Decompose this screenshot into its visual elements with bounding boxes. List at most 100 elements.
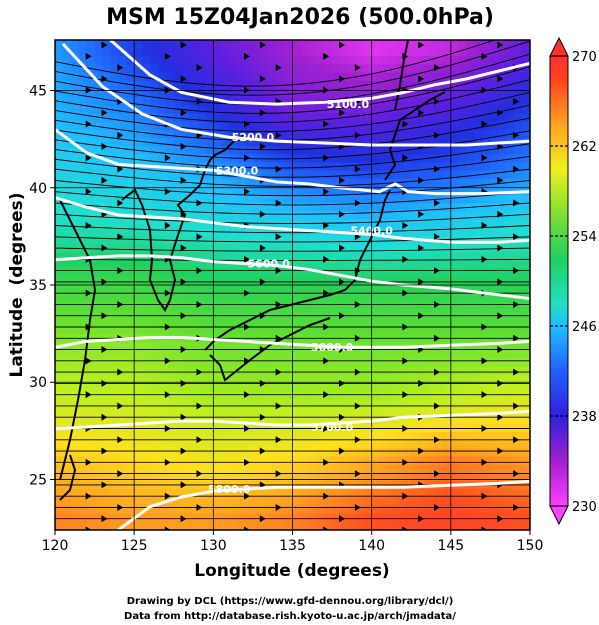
heatmap-cell: [490, 456, 499, 466]
heatmap-cell: [62, 236, 72, 245]
heatmap-cell: [165, 317, 175, 327]
heatmap-cell: [300, 456, 309, 466]
heatmap-cell: [419, 252, 428, 262]
coast-taiwan: [59, 454, 77, 501]
heatmap-cell: [252, 187, 262, 196]
heatmap-cell: [506, 301, 515, 311]
heatmap-cell: [110, 138, 119, 147]
heatmap-cell: [379, 72, 389, 82]
heatmap-cell: [245, 374, 254, 384]
heatmap-cell: [308, 301, 317, 311]
heatmap-cell: [150, 301, 159, 311]
heatmap-cell: [324, 448, 333, 458]
heatmap-cell: [157, 105, 167, 115]
height-contour-label: 5300.0: [216, 164, 259, 177]
heatmap-cell: [78, 309, 88, 319]
heatmap-cell: [205, 456, 214, 466]
heatmap-cell: [292, 129, 302, 139]
heatmap-cell: [229, 285, 238, 294]
heatmap-cell: [189, 170, 199, 180]
heatmap-cell: [522, 374, 530, 384]
heatmap-cell: [355, 432, 365, 441]
heatmap-cell: [522, 285, 530, 294]
heatmap-cell: [142, 342, 151, 351]
heatmap-cell: [347, 489, 357, 498]
heatmap-cell: [355, 219, 365, 229]
heatmap-cell: [498, 219, 507, 229]
heatmap-cell: [332, 113, 341, 123]
heatmap-cell: [94, 129, 104, 139]
heatmap-cell: [506, 227, 515, 237]
heatmap-cell: [371, 227, 381, 237]
heatmap-cell: [419, 472, 428, 482]
heatmap-cell: [514, 121, 523, 131]
heatmap-cell: [245, 203, 254, 213]
streamline-arrow: [180, 346, 187, 354]
heatmap-cell: [252, 285, 262, 294]
heatmap-cell: [347, 513, 357, 523]
heatmap-cell: [229, 448, 238, 458]
heatmap-cell: [316, 211, 325, 221]
heatmap-cell: [498, 203, 507, 213]
heatmap-cell: [157, 211, 167, 221]
heatmap-cell: [134, 268, 143, 278]
heatmap-cell: [450, 170, 460, 180]
heatmap-cell: [514, 219, 523, 229]
streamline-arrow: [180, 413, 187, 421]
heatmap-cell: [260, 72, 270, 82]
heatmap-cell: [245, 415, 254, 425]
heatmap-cell: [181, 293, 191, 302]
heatmap-cell: [70, 358, 80, 368]
heatmap-cell: [142, 366, 151, 376]
streamline-arrow: [418, 515, 425, 523]
heatmap-cell: [419, 366, 428, 376]
heatmap-cell: [514, 203, 523, 213]
heatmap-cell: [252, 464, 262, 474]
heatmap-cell: [403, 89, 412, 98]
heatmap-cell: [221, 366, 230, 376]
heatmap-cell: [229, 244, 238, 253]
heatmap-cell: [142, 464, 151, 474]
heatmap-cell: [205, 203, 214, 213]
heatmap-cell: [102, 415, 112, 425]
streamline-arrow: [196, 470, 203, 478]
heatmap-cell: [411, 374, 420, 384]
heatmap-cell: [126, 407, 135, 417]
heatmap-cell: [403, 521, 412, 530]
heatmap-cell: [466, 227, 476, 237]
heatmap-cell: [205, 72, 214, 82]
heatmap-cell: [490, 178, 499, 188]
heatmap-cell: [197, 448, 207, 458]
heatmap-cell: [498, 358, 507, 368]
heatmap-cell: [62, 285, 72, 294]
heatmap-cell: [300, 325, 309, 335]
heatmap-cell: [347, 211, 357, 221]
heatmap-cell: [213, 64, 222, 74]
coast-china: [59, 199, 97, 481]
heatmap-cell: [284, 56, 294, 66]
heatmap-cell: [62, 178, 72, 188]
heatmap-cell: [308, 366, 317, 376]
heatmap-cell: [70, 64, 80, 74]
heatmap-cell: [157, 97, 167, 106]
heatmap-cell: [300, 383, 309, 392]
heatmap-cell: [260, 350, 270, 360]
heatmap-cell: [260, 89, 270, 98]
heatmap-cell: [458, 513, 468, 523]
heatmap-cell: [157, 129, 167, 139]
heatmap-cell: [118, 105, 127, 115]
heatmap-cell: [205, 80, 214, 90]
heatmap-cell: [70, 195, 80, 204]
heatmap-cell: [102, 276, 112, 286]
streamline-arrow: [85, 458, 92, 466]
heatmap-cell: [300, 244, 309, 253]
heatmap-cell: [284, 350, 294, 360]
heatmap-cell: [514, 178, 523, 188]
heatmap-cell: [189, 472, 199, 482]
heatmap-cell: [506, 350, 515, 360]
heatmap-cell: [466, 448, 476, 458]
heatmap-cell: [458, 89, 468, 98]
heatmap-cell: [355, 513, 365, 523]
heatmap-cell: [102, 211, 112, 221]
heatmap-cell: [506, 72, 515, 82]
